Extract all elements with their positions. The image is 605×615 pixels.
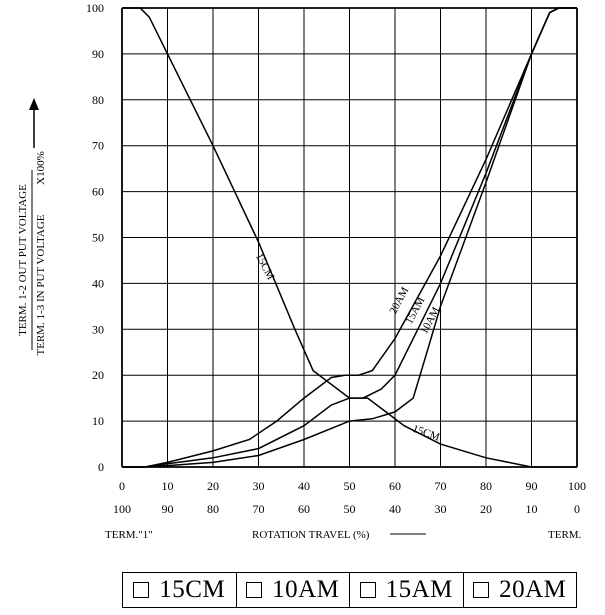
x-tick-label-top: 80 (480, 479, 492, 493)
x-tick-label-bottom: 0 (574, 502, 580, 516)
x-tick-label-bottom: 50 (344, 502, 356, 516)
x-tick-label-top: 30 (253, 479, 265, 493)
checkbox-icon[interactable] (359, 582, 376, 598)
legend: 15CM 10AM 15AM 20AM (122, 572, 577, 608)
y-tick-label: 60 (92, 185, 104, 199)
x-left-label: TERM."1" (105, 529, 153, 541)
legend-item-15cm[interactable]: 15CM (123, 573, 237, 607)
x-tick-label-bottom: 40 (389, 502, 401, 516)
curve-label-15cm: 15CM (253, 251, 277, 282)
y-tick-label: 20 (92, 368, 104, 382)
y-tick-label: 10 (92, 414, 104, 428)
x-tick-label-top: 0 (119, 479, 125, 493)
legend-item-20am[interactable]: 20AM (464, 573, 577, 607)
legend-item-10am[interactable]: 10AM (237, 573, 350, 607)
y-tick-label: 70 (92, 139, 104, 153)
grid (121, 7, 578, 468)
x-tick-label-bottom: 100 (113, 502, 131, 516)
x-tick-label-bottom: 90 (162, 502, 174, 516)
up-arrow-icon-head (29, 98, 39, 110)
curve-label-15cm-lower: 15CM (411, 423, 442, 444)
y-tick-label: 50 (92, 231, 104, 245)
y-axis-label: TERM. 1-2 OUT PUT VOLTAGE TERM. 1-3 IN PU… (17, 98, 47, 356)
legend-label: 10AM (272, 576, 340, 603)
legend-item-15am[interactable]: 15AM (350, 573, 464, 607)
legend-label: 20AM (499, 576, 567, 603)
checkbox-icon[interactable] (133, 582, 150, 598)
y-tick-label: 90 (92, 47, 104, 61)
x-tick-label-top: 10 (162, 479, 174, 493)
x-axis-label: ROTATION TRAVEL (%) (252, 529, 370, 541)
axis-labels: TERM."1" ROTATION TRAVEL (%) TERM. TERM. 1-… (17, 98, 582, 541)
y-tick-label: 100 (86, 1, 104, 15)
x-tick-label-top: 60 (389, 479, 401, 493)
y-tick-label: 40 (92, 276, 104, 290)
series-line-20am (122, 7, 577, 468)
checkbox-icon[interactable] (246, 582, 263, 598)
legend-label: 15AM (385, 576, 453, 603)
x-tick-label-bottom: 30 (435, 502, 447, 516)
x-tick-label-bottom: 70 (253, 502, 265, 516)
x-tick-label-bottom: 80 (207, 502, 219, 516)
y-label-denominator: TERM. 1-3 IN PUT VOLTAGE (35, 214, 47, 355)
legend-label: 15CM (159, 576, 226, 603)
series-line-15cm (122, 7, 577, 468)
x-right-label: TERM. (548, 529, 582, 541)
x-tick-label-bottom: 20 (480, 502, 492, 516)
x-tick-label-top: 90 (526, 479, 538, 493)
y-tick-label: 0 (98, 460, 104, 474)
x-tick-label-top: 100 (568, 479, 586, 493)
y-tick-label: 80 (92, 93, 104, 107)
x-tick-label-top: 20 (207, 479, 219, 493)
x-tick-label-bottom: 60 (298, 502, 310, 516)
y-label-numerator: TERM. 1-2 OUT PUT VOLTAGE (17, 184, 29, 336)
x-tick-label-bottom: 10 (526, 502, 538, 516)
x-tick-label-top: 70 (435, 479, 447, 493)
y-label-suffix: X100% (35, 151, 47, 185)
y-tick-label: 30 (92, 322, 104, 336)
checkbox-icon[interactable] (473, 582, 490, 598)
x-tick-label-top: 40 (298, 479, 310, 493)
x-tick-label-top: 50 (344, 479, 356, 493)
